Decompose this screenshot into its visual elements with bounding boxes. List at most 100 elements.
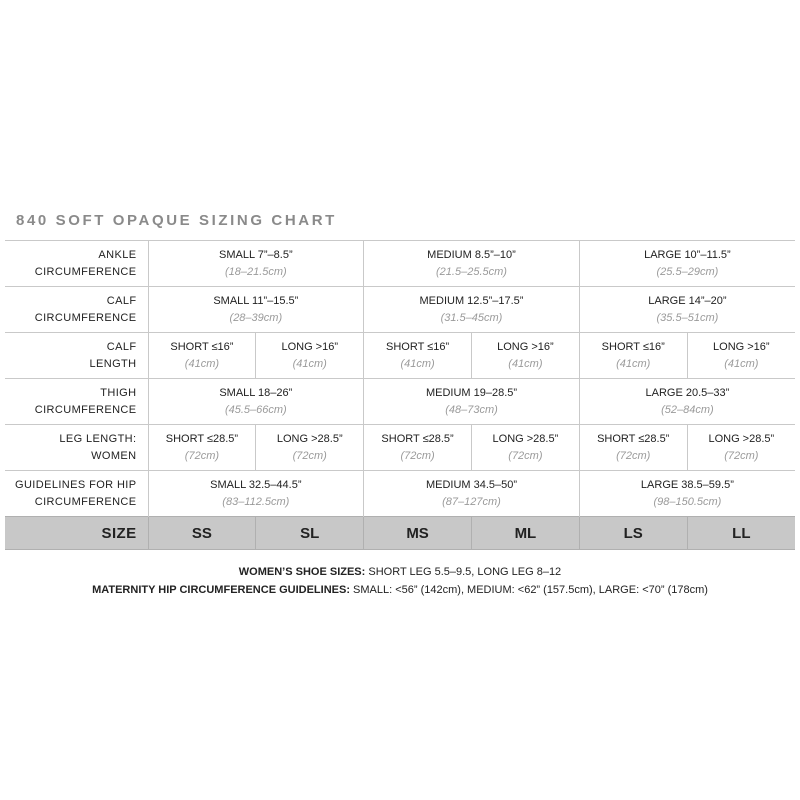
note-text: SMALL: <56” (142cm), MEDIUM: <62” (157.5… xyxy=(349,584,708,596)
size-cell: LONG >28.5” (72cm) xyxy=(686,424,795,471)
row-label-line: LENGTH xyxy=(89,357,137,370)
size-cell: LONG >16” (41cm) xyxy=(686,332,795,379)
size-cell: SMALL 32.5–44.5” (83–112.5cm) xyxy=(147,470,364,517)
imperial-range: SHORT ≤16” xyxy=(170,340,234,353)
row-label-line: WOMEN xyxy=(91,449,137,462)
metric-range: (21.5–25.5cm) xyxy=(436,265,507,278)
metric-range: (72cm) xyxy=(292,449,327,462)
size-cell: LONG >16” (41cm) xyxy=(255,332,364,379)
chart-title: 840 SOFT OPAQUE SIZING CHART xyxy=(16,212,337,229)
size-cell: LARGE 14”–20” (35.5–51cm) xyxy=(578,286,795,333)
note-label: MATERNITY HIP CIRCUMFERENCE GUIDELINES: xyxy=(92,584,350,596)
maternity-note: MATERNITY HIP CIRCUMFERENCE GUIDELINES: … xyxy=(0,584,800,596)
size-label: SIZE xyxy=(5,516,148,550)
imperial-range: SMALL 11”–15.5” xyxy=(213,294,299,307)
imperial-range: MEDIUM 12.5”–17.5” xyxy=(419,294,524,307)
imperial-range: MEDIUM 19–28.5” xyxy=(425,386,518,399)
size-cell: SHORT ≤28.5” (72cm) xyxy=(578,424,688,471)
size-cell: MEDIUM 8.5”–10” (21.5–25.5cm) xyxy=(363,240,580,287)
row-label-line: THIGH xyxy=(100,386,137,399)
row-label-line: CIRCUMFERENCE xyxy=(34,265,137,278)
size-cell: MEDIUM 12.5”–17.5” (31.5–45cm) xyxy=(363,286,580,333)
shoe-sizes-note: WOMEN’S SHOE SIZES: SHORT LEG 5.5–9.5, L… xyxy=(0,566,800,578)
size-code: LL xyxy=(686,516,795,550)
size-cell: SHORT ≤16” (41cm) xyxy=(363,332,472,379)
imperial-range: SMALL 32.5–44.5” xyxy=(210,478,302,491)
size-cell: MEDIUM 34.5–50” (87–127cm) xyxy=(363,470,580,517)
row-label: CALF CIRCUMFERENCE xyxy=(5,286,148,333)
table-row: CALF LENGTH SHORT ≤16” (41cm) LONG >16” (41cm… xyxy=(5,332,795,379)
size-cell: LARGE 10”–11.5” (25.5–29cm) xyxy=(578,240,795,287)
imperial-range: LONG >16” xyxy=(497,340,554,353)
size-code: SS xyxy=(147,516,256,550)
row-label: CALF LENGTH xyxy=(5,332,148,379)
size-code: LS xyxy=(578,516,688,550)
imperial-range: LONG >16” xyxy=(281,340,339,353)
size-cell: MEDIUM 19–28.5” (48–73cm) xyxy=(363,378,580,425)
size-cell: LONG >16” (41cm) xyxy=(470,332,580,379)
size-cell: SHORT ≤28.5” (72cm) xyxy=(363,424,472,471)
size-code: SL xyxy=(255,516,364,550)
row-label: ANKLE CIRCUMFERENCE xyxy=(5,240,148,287)
size-cell: SHORT ≤16” (41cm) xyxy=(578,332,688,379)
metric-range: (41cm) xyxy=(508,357,543,370)
imperial-range: LONG >28.5” xyxy=(276,432,343,445)
metric-range: (52–84cm) xyxy=(661,403,714,416)
note-text: SHORT LEG 5.5–9.5, LONG LEG 8–12 xyxy=(365,566,562,578)
size-cell: LARGE 20.5–33” (52–84cm) xyxy=(578,378,795,425)
metric-range: (98–150.5cm) xyxy=(653,495,722,508)
imperial-range: SHORT ≤16” xyxy=(601,340,665,353)
imperial-range: SMALL 18–26” xyxy=(219,386,293,399)
row-label-line: CALF xyxy=(106,294,137,307)
row-label: GUIDELINES FOR HIP CIRCUMFERENCE xyxy=(5,470,148,517)
metric-range: (41cm) xyxy=(184,357,220,370)
size-cell: SMALL 7”–8.5” (18–21.5cm) xyxy=(147,240,364,287)
row-label-line: GUIDELINES FOR HIP xyxy=(15,478,137,491)
metric-range: (28–39cm) xyxy=(229,311,283,324)
table-row: ANKLE CIRCUMFERENCE SMALL 7”–8.5” (18–21.5c… xyxy=(5,240,795,287)
imperial-range: SHORT ≤28.5” xyxy=(381,432,454,445)
size-cell: SMALL 18–26” (45.5–66cm) xyxy=(147,378,364,425)
sizing-table: ANKLE CIRCUMFERENCE SMALL 7”–8.5” (18–21.5c… xyxy=(5,240,795,550)
imperial-range: SHORT ≤16” xyxy=(386,340,450,353)
imperial-range: LARGE 10”–11.5” xyxy=(644,248,731,261)
metric-range: (45.5–66cm) xyxy=(224,403,287,416)
metric-range: (72cm) xyxy=(616,449,651,462)
row-label-line: CIRCUMFERENCE xyxy=(34,403,137,416)
size-row: SIZE SS SL MS ML LS LL xyxy=(5,516,795,550)
size-code: MS xyxy=(363,516,472,550)
metric-range: (41cm) xyxy=(616,357,651,370)
imperial-range: LONG >16” xyxy=(713,340,770,353)
row-label-line: CALF xyxy=(106,340,137,353)
row-label-line: ANKLE xyxy=(98,248,137,261)
metric-range: (72cm) xyxy=(400,449,435,462)
imperial-range: SMALL 7”–8.5” xyxy=(219,248,293,261)
size-cell: SHORT ≤28.5” (72cm) xyxy=(147,424,256,471)
imperial-range: LARGE 14”–20” xyxy=(648,294,727,307)
metric-range: (35.5–51cm) xyxy=(656,311,719,324)
table-row: LEG LENGTH: WOMEN SHORT ≤28.5” (72cm) LONG >… xyxy=(5,424,795,471)
size-cell: SMALL 11”–15.5” (28–39cm) xyxy=(147,286,364,333)
metric-range: (72cm) xyxy=(508,449,543,462)
metric-range: (41cm) xyxy=(724,357,759,370)
metric-range: (41cm) xyxy=(400,357,435,370)
metric-range: (18–21.5cm) xyxy=(224,265,287,278)
imperial-range: MEDIUM 8.5”–10” xyxy=(427,248,516,261)
note-label: WOMEN’S SHOE SIZES: xyxy=(238,566,366,578)
imperial-range: LONG >28.5” xyxy=(708,432,775,445)
imperial-range: LARGE 38.5–59.5” xyxy=(640,478,734,491)
imperial-range: MEDIUM 34.5–50” xyxy=(425,478,518,491)
size-code: ML xyxy=(470,516,580,550)
size-cell: LONG >28.5” (72cm) xyxy=(255,424,364,471)
metric-range: (83–112.5cm) xyxy=(222,495,290,508)
metric-range: (48–73cm) xyxy=(445,403,498,416)
metric-range: (31.5–45cm) xyxy=(440,311,503,324)
table-row: THIGH CIRCUMFERENCE SMALL 18–26” (45.5–66cm… xyxy=(5,378,795,425)
size-cell: LARGE 38.5–59.5” (98–150.5cm) xyxy=(578,470,795,517)
metric-range: (41cm) xyxy=(292,357,327,370)
row-label-line: CIRCUMFERENCE xyxy=(34,311,137,324)
metric-range: (72cm) xyxy=(184,449,220,462)
metric-range: (87–127cm) xyxy=(442,495,501,508)
table-row: CALF CIRCUMFERENCE SMALL 11”–15.5” (28–39cm… xyxy=(5,286,795,333)
size-cell: LONG >28.5” (72cm) xyxy=(470,424,580,471)
